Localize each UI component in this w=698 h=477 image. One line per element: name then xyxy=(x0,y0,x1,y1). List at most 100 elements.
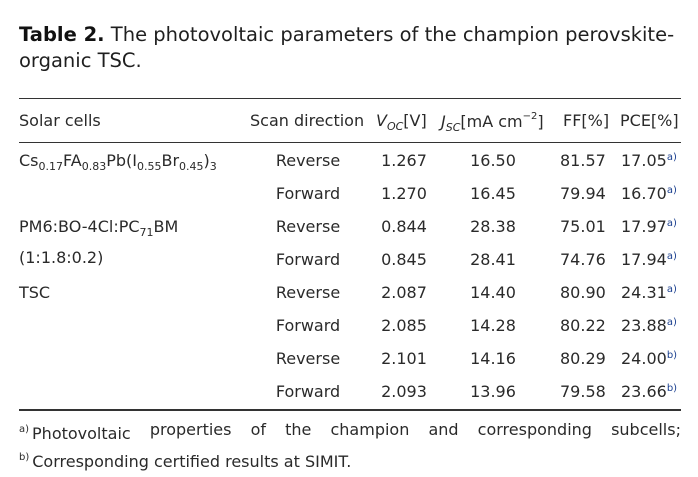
header-jsc: JSC[mA cm−2] xyxy=(441,111,544,134)
cell-jsc: 14.28 xyxy=(470,316,516,335)
pce-value: 24.00 xyxy=(621,349,667,368)
cell-ff: 81.57 xyxy=(560,151,606,170)
pce-value: 16.70 xyxy=(621,184,667,203)
cell-ff: 79.58 xyxy=(560,382,606,401)
organic-subscript: 71 xyxy=(139,226,154,239)
footnote-ref-link[interactable]: a) xyxy=(666,218,677,229)
cell-scan: Forward xyxy=(275,250,341,269)
cell-scan: Reverse xyxy=(275,283,341,302)
cell-voc: 0.844 xyxy=(381,217,427,236)
cell-voc: 1.267 xyxy=(381,151,427,170)
header-rule xyxy=(19,142,681,143)
footnote-a-word: a) Photovoltaic xyxy=(19,424,131,443)
cell-voc: 2.101 xyxy=(381,349,427,368)
cell-voc: 0.845 xyxy=(381,250,427,269)
footnote-ref-link[interactable]: a) xyxy=(666,152,677,163)
footnote-ref-link[interactable]: a) xyxy=(666,185,677,196)
organic-part: PM6:BO-4Cl:PC xyxy=(19,217,140,236)
cell-scan: Forward xyxy=(275,382,341,401)
organic-part: BM xyxy=(153,217,179,236)
cell-pce: 17.97a) xyxy=(621,217,677,236)
perovskite-part: Pb(I xyxy=(106,151,137,170)
footnote-b-text: Corresponding certified results at SIMIT… xyxy=(32,452,352,471)
cell-jsc: 14.40 xyxy=(470,283,516,302)
cell-jsc: 16.50 xyxy=(470,151,516,170)
perovskite-part: FA xyxy=(63,151,82,170)
perovskite-part: Br xyxy=(161,151,180,170)
cell-jsc: 28.41 xyxy=(470,250,516,269)
cell-pce: 17.94a) xyxy=(621,250,677,269)
table-footnotes: a) Photovoltaic properties of the champio… xyxy=(19,418,681,474)
footnote-a-word: properties xyxy=(149,420,232,439)
cell-pce: 24.31a) xyxy=(621,283,677,302)
pce-value: 17.94 xyxy=(621,250,667,269)
cell-pce: 17.05a) xyxy=(621,151,677,170)
header-jsc-exponent: −2 xyxy=(522,111,538,122)
table-caption: Table 2. The photovoltaic parameters of … xyxy=(19,22,689,74)
footnote-a-word: and xyxy=(428,420,459,439)
header-voc-subscript: OC xyxy=(386,120,404,133)
header-voc-symbol: V xyxy=(376,111,387,130)
cell-pce: 16.70a) xyxy=(621,184,677,203)
header-solar-cells: Solar cells xyxy=(19,111,101,130)
table-caption-label: Table 2. xyxy=(19,23,105,46)
header-jsc-symbol: J xyxy=(441,112,446,131)
cell-voc: 2.085 xyxy=(381,316,427,335)
perovskite-part: ) xyxy=(203,151,210,170)
top-rule xyxy=(19,98,681,99)
header-jsc-close: ] xyxy=(537,112,544,131)
pce-value: 23.88 xyxy=(621,316,667,335)
cell-ff: 80.29 xyxy=(560,349,606,368)
footnote-b: b) Corresponding certified results at SIM… xyxy=(19,446,681,474)
cell-voc: 2.087 xyxy=(381,283,427,302)
cell-jsc: 28.38 xyxy=(470,217,516,236)
header-jsc-subscript: SC xyxy=(445,121,461,134)
label-perovskite-cell: Cs0.17FA0.83Pb(I0.55Br0.45)3 xyxy=(19,151,217,173)
cell-ff: 79.94 xyxy=(560,184,606,203)
perovskite-subscript: 0.17 xyxy=(38,160,64,173)
cell-ff: 74.76 xyxy=(560,250,606,269)
cell-jsc: 14.16 xyxy=(470,349,516,368)
header-jsc-unit: [mA cm xyxy=(460,112,523,131)
header-voc-unit: [V] xyxy=(403,111,427,130)
footnote-ref-link[interactable]: b) xyxy=(666,383,678,394)
cell-pce: 23.66b) xyxy=(621,382,677,401)
perovskite-subscript: 3 xyxy=(209,160,217,173)
cell-scan: Reverse xyxy=(275,349,341,368)
footnote-a-word: corresponding xyxy=(477,420,592,439)
footnote-ref-link[interactable]: a) xyxy=(666,317,677,328)
footnote-ref-link[interactable]: a) xyxy=(666,251,677,262)
footnote-a-word: subcells; xyxy=(611,420,681,439)
header-scan-direction: Scan direction xyxy=(250,111,365,130)
cell-voc: 2.093 xyxy=(381,382,427,401)
header-pce: PCE[%] xyxy=(620,111,679,130)
header-ff: FF[%] xyxy=(563,111,610,130)
cell-jsc: 13.96 xyxy=(470,382,516,401)
perovskite-part: Cs xyxy=(19,151,39,170)
cell-scan: Reverse xyxy=(275,151,341,170)
footnote-a-mark: a) xyxy=(19,424,30,435)
footnote-a-word: of xyxy=(250,420,266,439)
perovskite-subscript: 0.55 xyxy=(136,160,162,173)
cell-ff: 80.22 xyxy=(560,316,606,335)
cell-scan: Reverse xyxy=(275,217,341,236)
footnote-b-mark: b) xyxy=(19,452,30,463)
footnote-a: a) Photovoltaic properties of the champio… xyxy=(19,418,681,446)
pce-value: 23.66 xyxy=(621,382,667,401)
bottom-rule xyxy=(19,409,681,411)
label-organic-cell: PM6:BO-4Cl:PC71BM xyxy=(19,217,178,239)
footnote-ref-link[interactable]: a) xyxy=(666,284,677,295)
cell-ff: 75.01 xyxy=(560,217,606,236)
cell-pce: 24.00b) xyxy=(621,349,677,368)
pce-value: 17.05 xyxy=(621,151,667,170)
footnote-a-word: champion xyxy=(330,420,410,439)
cell-jsc: 16.45 xyxy=(470,184,516,203)
cell-ff: 80.90 xyxy=(560,283,606,302)
pce-value: 17.97 xyxy=(621,217,667,236)
perovskite-subscript: 0.45 xyxy=(179,160,204,173)
perovskite-subscript: 0.83 xyxy=(81,160,107,173)
footnote-ref-link[interactable]: b) xyxy=(666,350,678,361)
pce-value: 24.31 xyxy=(621,283,667,302)
cell-scan: Forward xyxy=(275,184,341,203)
header-voc: VOC[V] xyxy=(376,111,427,133)
